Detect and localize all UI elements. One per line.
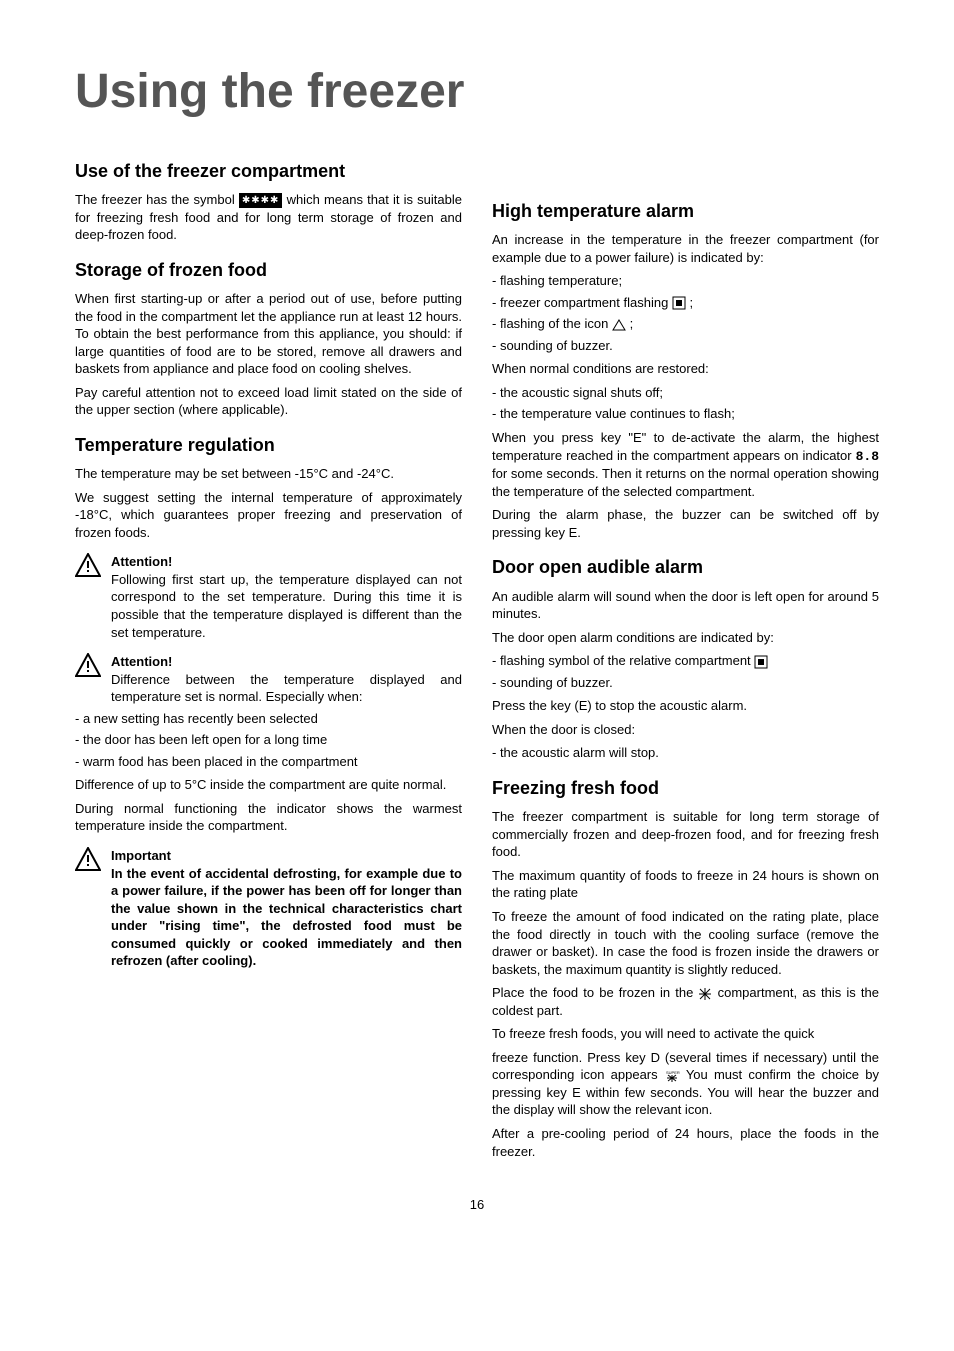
compartment-icon <box>754 655 768 669</box>
attention-text-1: Following first start up, the temperatur… <box>111 572 462 640</box>
heading-high-temp: High temperature alarm <box>492 199 879 223</box>
storage-p1: When first starting-up or after a period… <box>75 290 462 378</box>
door-l3: - the acoustic alarm will stop. <box>492 744 879 762</box>
door-l1-text: - flashing symbol of the relative compar… <box>492 653 754 668</box>
high-l2-text: - freezer compartment flashing <box>492 295 672 310</box>
freeze-p6: freeze function. Press key D (several ti… <box>492 1049 879 1119</box>
freeze-p4-a: Place the food to be frozen in the <box>492 985 698 1000</box>
high-p4: During the alarm phase, the buzzer can b… <box>492 506 879 541</box>
heading-temperature: Temperature regulation <box>75 433 462 457</box>
high-p1: An increase in the temperature in the fr… <box>492 231 879 266</box>
triangle-icon <box>612 319 626 331</box>
heading-use: Use of the freezer compartment <box>75 159 462 183</box>
heading-freeze: Freezing fresh food <box>492 776 879 800</box>
door-p2: The door open alarm conditions are indic… <box>492 629 879 647</box>
freeze-p5: To freeze fresh foods, you will need to … <box>492 1025 879 1043</box>
warning-icon <box>75 653 101 677</box>
freeze-p2: The maximum quantity of foods to freeze … <box>492 867 879 902</box>
high-l2: - freezer compartment flashing ; <box>492 294 879 312</box>
right-column: High temperature alarm An increase in th… <box>492 145 879 1166</box>
att2-p3: During normal functioning the indicator … <box>75 800 462 835</box>
important-text: In the event of accidental defrosting, f… <box>111 866 462 969</box>
use-paragraph: The freezer has the symbol ✱✱✱✱ which me… <box>75 191 462 244</box>
high-p2: When normal conditions are restored: <box>492 360 879 378</box>
freeze-p4: Place the food to be frozen in the compa… <box>492 984 879 1019</box>
heading-storage: Storage of frozen food <box>75 258 462 282</box>
high-l1: - flashing temperature; <box>492 272 879 290</box>
freeze-p7: After a pre-cooling period of 24 hours, … <box>492 1125 879 1160</box>
att2-item-3: - warm food has been placed in the compa… <box>75 753 462 771</box>
door-l2: - sounding of buzzer. <box>492 674 879 692</box>
high-l5: - the acoustic signal shuts off; <box>492 384 879 402</box>
warning-icon <box>75 553 101 577</box>
freeze-p1: The freezer compartment is suitable for … <box>492 808 879 861</box>
temp-p2: We suggest setting the internal temperat… <box>75 489 462 542</box>
door-l1: - flashing symbol of the relative compar… <box>492 652 879 670</box>
attention-block-2: Attention! Difference between the temper… <box>75 653 462 835</box>
super-freeze-icon: SUPER <box>664 1069 680 1083</box>
attention-label-2: Attention! <box>111 654 172 669</box>
door-p1: An audible alarm will sound when the doo… <box>492 588 879 623</box>
att2-p2: Difference of up to 5°C inside the compa… <box>75 776 462 794</box>
snowflake-icon <box>698 987 712 1001</box>
page-number: 16 <box>75 1196 879 1214</box>
attention-text-2: Difference between the temperature displ… <box>111 672 462 705</box>
high-p3: When you press key "E" to de-activate th… <box>492 429 879 500</box>
door-p3: Press the key (E) to stop the acoustic a… <box>492 697 879 715</box>
temp-p1: The temperature may be set between -15°C… <box>75 465 462 483</box>
high-l3: - flashing of the icon ; <box>492 315 879 333</box>
high-l4: - sounding of buzzer. <box>492 337 879 355</box>
freeze-p3: To freeze the amount of food indicated o… <box>492 908 879 978</box>
digit-indicator-icon: 8.8 <box>856 449 879 464</box>
door-p4: When the door is closed: <box>492 721 879 739</box>
left-column: Use of the freezer compartment The freez… <box>75 145 462 1166</box>
compartment-icon <box>672 296 686 310</box>
important-label: Important <box>111 848 171 863</box>
use-text-a: The freezer has the symbol <box>75 192 239 207</box>
att2-item-1: - a new setting has recently been select… <box>75 710 462 728</box>
warning-icon <box>75 847 101 871</box>
high-l6: - the temperature value continues to fla… <box>492 405 879 423</box>
svg-text:SUPER: SUPER <box>666 1070 680 1075</box>
high-l2-suffix: ; <box>690 295 694 310</box>
attention-block-1: Attention! Following first start up, the… <box>75 553 462 641</box>
att2-item-2: - the door has been left open for a long… <box>75 731 462 749</box>
high-p3-b: for some seconds. Then it returns on the… <box>492 466 879 499</box>
high-l3-text: - flashing of the icon <box>492 316 612 331</box>
high-l3-suffix: ; <box>630 316 634 331</box>
high-p3-a: When you press key "E" to de-activate th… <box>492 430 879 463</box>
content-columns: Use of the freezer compartment The freez… <box>75 145 879 1166</box>
four-star-icon: ✱✱✱✱ <box>239 193 283 209</box>
attention-label-1: Attention! <box>111 554 172 569</box>
important-block: Important In the event of accidental def… <box>75 847 462 970</box>
storage-p2: Pay careful attention not to exceed load… <box>75 384 462 419</box>
heading-door: Door open audible alarm <box>492 555 879 579</box>
page-title: Using the freezer <box>75 60 879 125</box>
